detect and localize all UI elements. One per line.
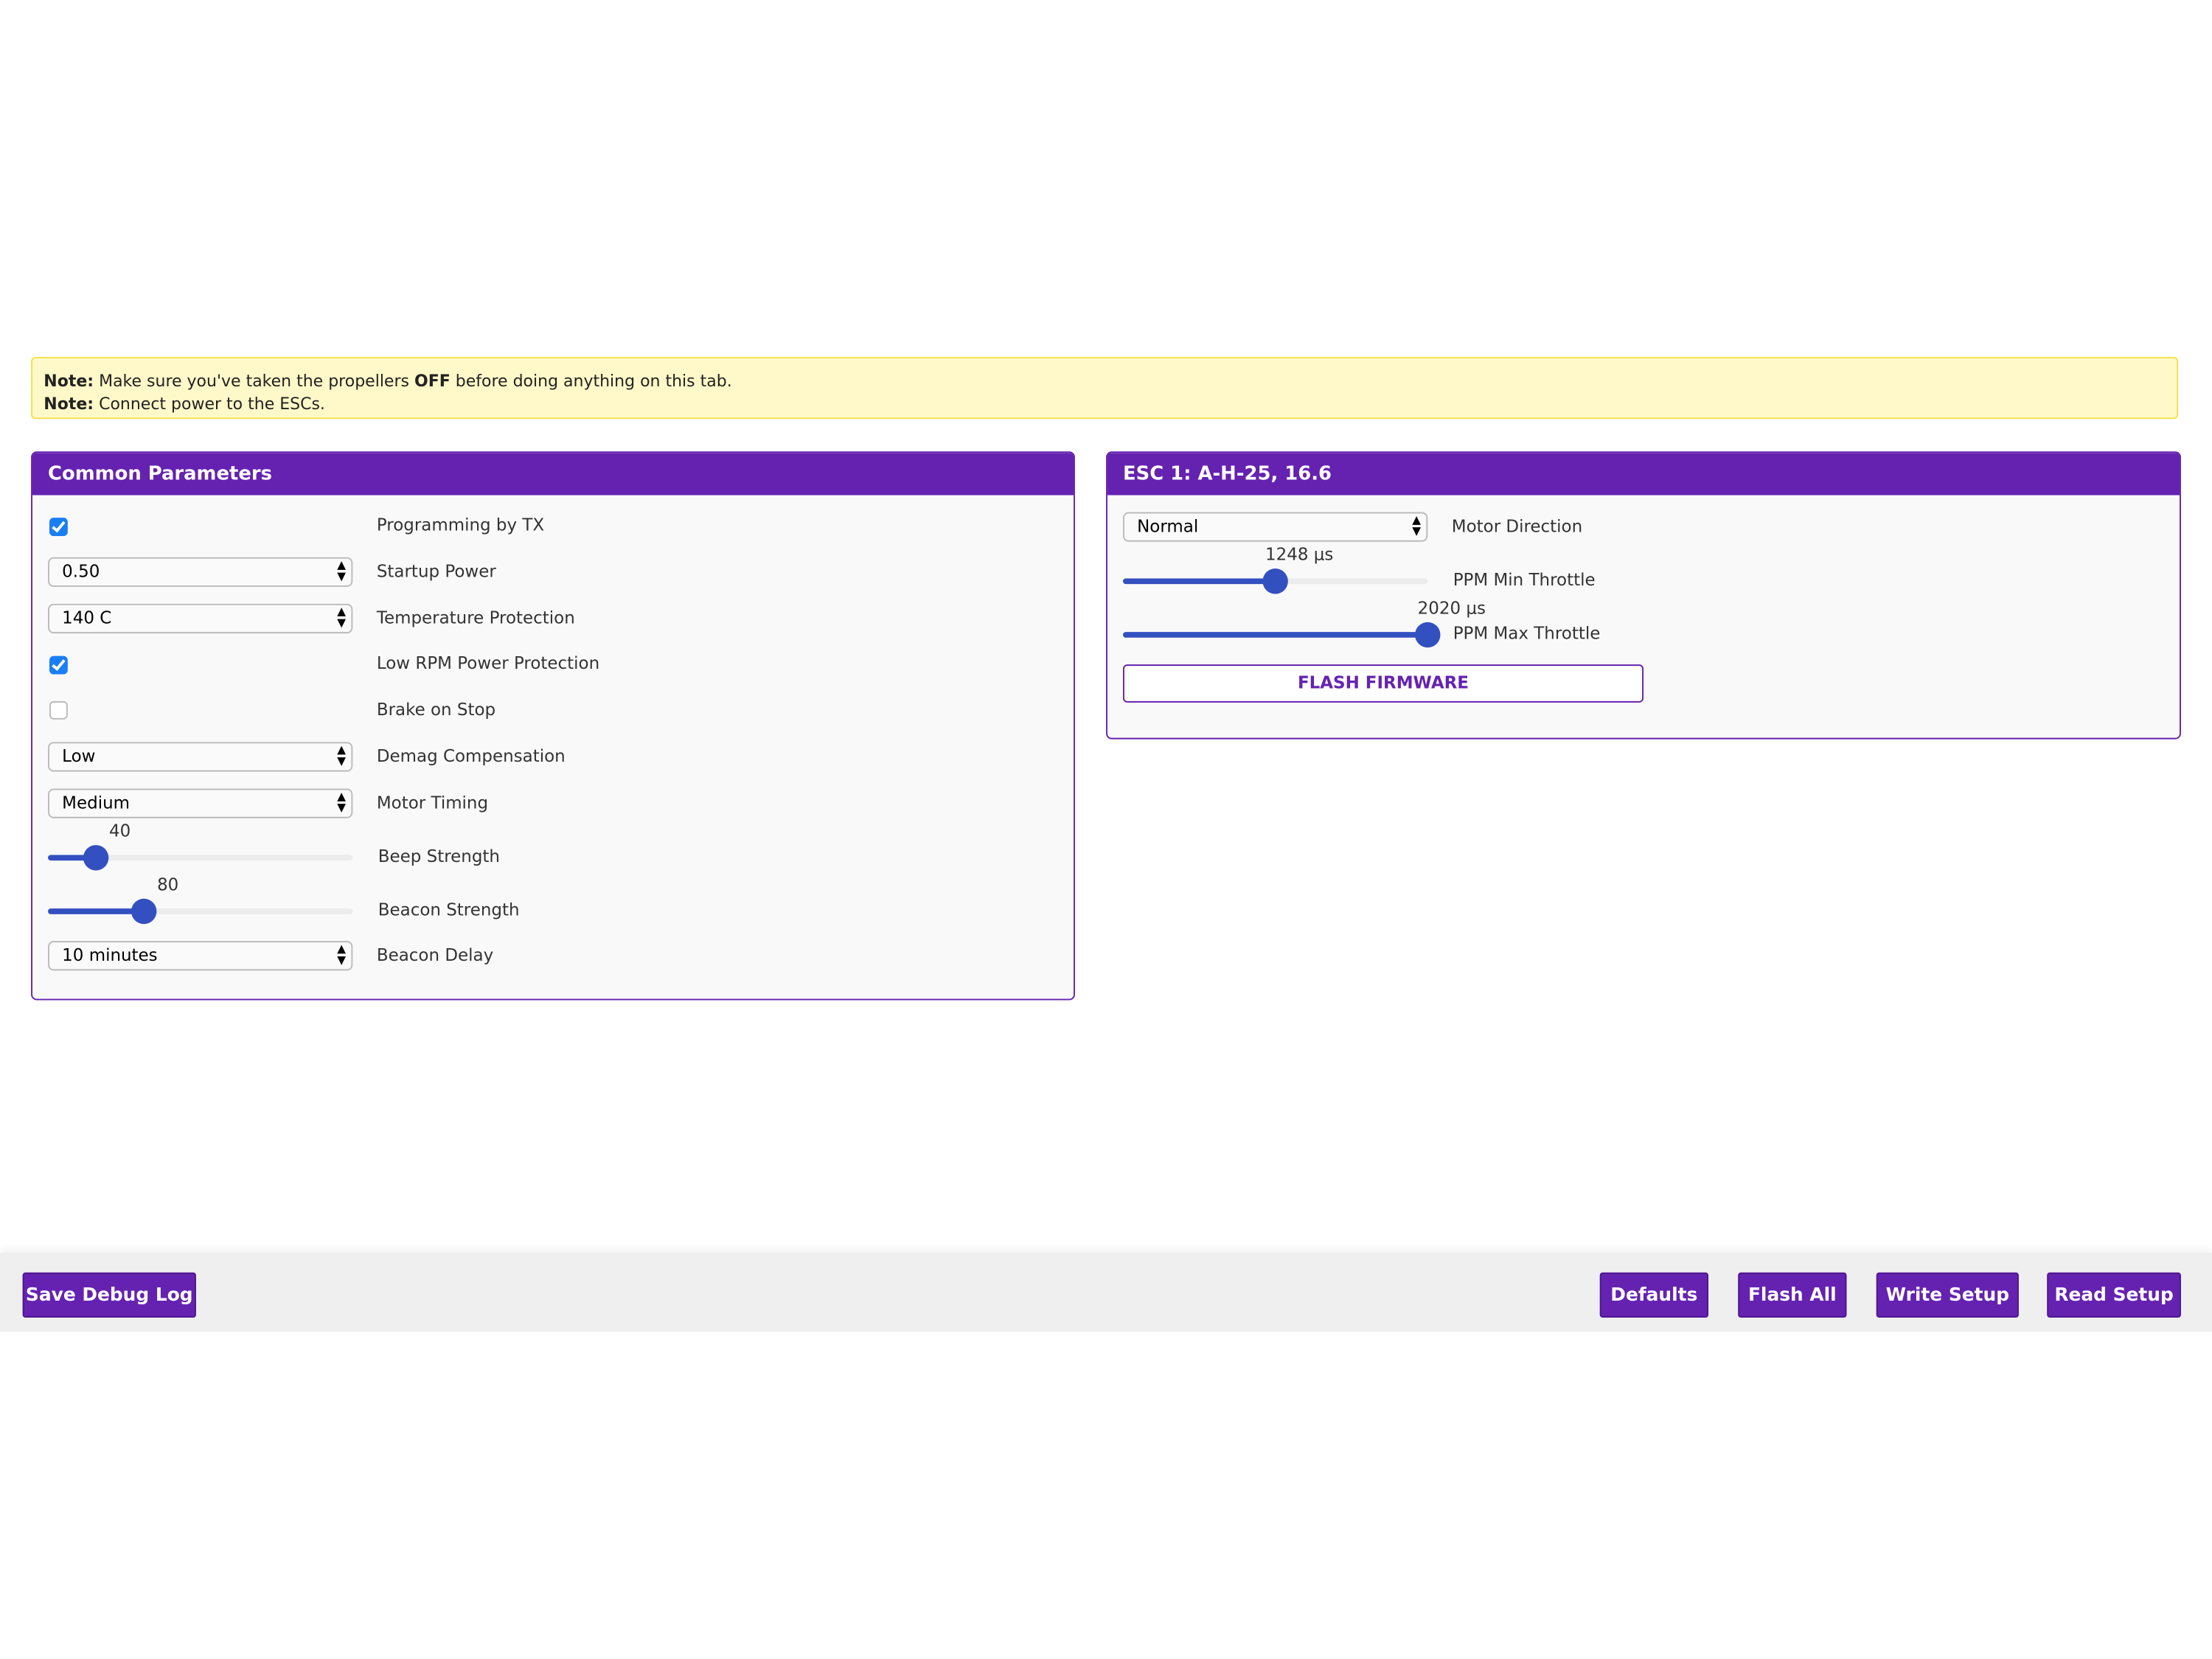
- beep-strength-label: Beep Strength: [378, 846, 500, 866]
- motor-direction-label: Motor Direction: [1451, 516, 1583, 537]
- updown-arrow-icon: ▲ ▼: [337, 605, 347, 630]
- read-setup-button[interactable]: Read Setup: [2047, 1272, 2181, 1318]
- save-debug-log-button[interactable]: Save Debug Log: [22, 1272, 196, 1318]
- warning-note: Note: Make sure you've taken the propell…: [31, 357, 2179, 420]
- updown-arrow-icon: ▲ ▼: [337, 790, 347, 814]
- select-value: 140 C: [62, 608, 112, 628]
- slider-thumb[interactable]: [1262, 568, 1288, 594]
- brake-on-stop-checkbox[interactable]: [49, 700, 68, 720]
- beep-strength-slider[interactable]: [48, 844, 353, 872]
- updown-arrow-icon: ▲ ▼: [1412, 513, 1421, 538]
- demag-compensation-label: Demag Compensation: [376, 746, 566, 766]
- slider-fill: [48, 908, 144, 914]
- select-value: Medium: [62, 793, 130, 813]
- updown-arrow-icon: ▲ ▼: [337, 942, 347, 967]
- flash-all-button[interactable]: Flash All: [1738, 1272, 1847, 1318]
- note-text: Connect power to the ESCs.: [94, 393, 325, 414]
- note-bold: OFF: [414, 371, 451, 391]
- slider-fill: [1122, 632, 1428, 638]
- startup-power-select[interactable]: 0.50 ▲ ▼: [48, 557, 353, 587]
- note-text: before doing anything on this tab.: [450, 371, 732, 391]
- motor-timing-select[interactable]: Medium ▲ ▼: [48, 788, 353, 818]
- startup-power-label: Startup Power: [376, 561, 496, 582]
- select-value: Low: [62, 746, 96, 766]
- slider-fill: [1122, 578, 1276, 585]
- beacon-strength-slider[interactable]: [48, 897, 353, 925]
- note-label: Note:: [44, 393, 94, 414]
- common-parameters-panel: Common Parameters Programming by TX 0.50…: [31, 451, 1075, 1001]
- flash-firmware-button[interactable]: FLASH FIRMWARE: [1122, 664, 1644, 703]
- ppm-min-value: 1248 μs: [1265, 544, 1334, 565]
- programming-by-tx-label: Programming by TX: [376, 515, 545, 535]
- write-setup-button[interactable]: Write Setup: [1876, 1272, 2019, 1318]
- temperature-protection-select[interactable]: 140 C ▲ ▼: [48, 603, 353, 634]
- footer-toolbar: Save Debug Log Defaults Flash All Write …: [0, 1253, 2212, 1332]
- select-value: 0.50: [62, 561, 100, 582]
- select-value: Normal: [1137, 516, 1199, 537]
- demag-compensation-select[interactable]: Low ▲ ▼: [48, 742, 353, 772]
- beacon-strength-value: 80: [157, 874, 179, 895]
- updown-arrow-icon: ▲ ▼: [337, 743, 347, 768]
- panel-title: Common Parameters: [32, 453, 1074, 495]
- ppm-min-throttle-label: PPM Min Throttle: [1453, 569, 1596, 590]
- motor-timing-label: Motor Timing: [376, 793, 489, 813]
- defaults-button[interactable]: Defaults: [1599, 1272, 1709, 1318]
- brake-on-stop-label: Brake on Stop: [376, 699, 496, 720]
- slider-thumb[interactable]: [1415, 622, 1441, 648]
- ppm-max-throttle-slider[interactable]: [1122, 621, 1441, 649]
- slider-fill: [48, 855, 96, 861]
- motor-direction-select[interactable]: Normal ▲ ▼: [1122, 512, 1428, 542]
- beacon-delay-select[interactable]: 10 minutes ▲ ▼: [48, 941, 353, 971]
- beep-strength-value: 40: [109, 821, 131, 841]
- note-text: Make sure you've taken the propellers: [94, 371, 415, 391]
- beacon-strength-label: Beacon Strength: [378, 900, 520, 920]
- ppm-min-throttle-slider[interactable]: [1122, 567, 1428, 595]
- beacon-delay-label: Beacon Delay: [376, 945, 494, 965]
- slider-thumb[interactable]: [83, 845, 109, 871]
- slider-track: [48, 855, 353, 861]
- panel-title: ESC 1: A-H-25, 16.6: [1107, 453, 2180, 495]
- updown-arrow-icon: ▲ ▼: [337, 558, 347, 583]
- slider-track: [48, 908, 353, 914]
- slider-thumb[interactable]: [131, 898, 157, 925]
- note-label: Note:: [44, 371, 94, 391]
- ppm-max-value: 2020 μs: [1417, 598, 1486, 619]
- low-rpm-protection-label: Low RPM Power Protection: [376, 653, 600, 673]
- low-rpm-protection-checkbox[interactable]: [49, 655, 68, 675]
- temperature-protection-label: Temperature Protection: [376, 608, 575, 628]
- ppm-max-throttle-label: PPM Max Throttle: [1453, 623, 1601, 644]
- programming-by-tx-checkbox[interactable]: [49, 518, 68, 537]
- select-value: 10 minutes: [62, 945, 158, 965]
- esc-panel: ESC 1: A-H-25, 16.6 Normal ▲ ▼ Motor Direc…: [1106, 451, 2181, 740]
